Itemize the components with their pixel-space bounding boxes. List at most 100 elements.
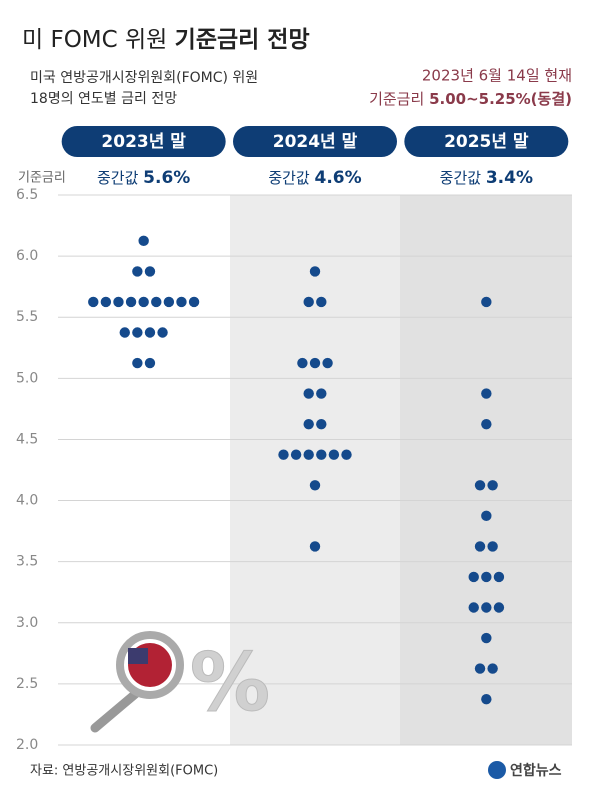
dot — [132, 266, 143, 277]
median-label: 중간값 5.6% — [97, 168, 190, 188]
dot — [119, 327, 130, 338]
median-value: 5.6% — [143, 168, 190, 188]
rate-note-value: 5.00~5.25%(동결) — [429, 90, 572, 108]
logo-icon — [488, 761, 506, 779]
dot — [151, 296, 162, 308]
y-tick-label: 6.5 — [16, 187, 38, 203]
median-label: 중간값 3.4% — [440, 168, 533, 188]
dot — [316, 388, 327, 399]
dot — [316, 296, 327, 308]
y-tick-label: 2.5 — [16, 676, 38, 692]
rate-note-label: 기준금리 — [369, 90, 424, 108]
dot — [278, 449, 289, 460]
dot — [481, 418, 492, 430]
subtitle: 18명의 연도별 금리 전망 — [30, 91, 177, 107]
dot — [290, 449, 302, 460]
dot — [176, 296, 187, 308]
y-tick-label: 5.5 — [16, 309, 38, 325]
dot — [113, 296, 124, 308]
column-header-label: 2023년 말 — [101, 131, 186, 152]
dot — [481, 571, 492, 583]
source: 자료: 연방공개시장위원회(FOMC) — [30, 764, 218, 779]
dot — [468, 602, 479, 613]
dot — [328, 449, 340, 460]
dot — [316, 449, 327, 460]
dot — [474, 541, 486, 552]
column-header — [233, 126, 397, 157]
dot — [144, 357, 156, 369]
median-prefix: 중간값 — [268, 169, 310, 187]
column-header — [404, 126, 569, 157]
y-tick-label: 3.0 — [16, 615, 38, 631]
dot — [487, 541, 498, 552]
dot — [481, 693, 492, 705]
median-prefix: 중간값 — [440, 169, 482, 187]
y-tick-label: 4.5 — [16, 431, 38, 447]
y-tick-label: 2.0 — [16, 737, 38, 753]
dot — [100, 296, 112, 308]
dot — [309, 480, 321, 491]
dot — [481, 296, 492, 308]
column-header-label: 2024년 말 — [273, 131, 358, 152]
column-header-label: 2025년 말 — [444, 131, 529, 152]
column-bg — [400, 195, 572, 745]
magnifier-handle — [90, 685, 145, 733]
flag-canton — [128, 648, 148, 664]
dot — [309, 357, 321, 369]
dot — [188, 296, 200, 308]
chart-title: 미 FOMC 위원 기준금리 전망 — [22, 27, 310, 53]
dot — [468, 571, 479, 583]
date-note: 2023년 6월 14일 현재 — [422, 67, 572, 85]
dot — [303, 388, 314, 399]
dot — [297, 357, 308, 369]
dot — [493, 571, 505, 583]
dot — [125, 296, 137, 308]
dot — [132, 357, 143, 369]
rate-note: 기준금리 5.00~5.25%(동결) — [369, 90, 572, 108]
dot — [138, 235, 149, 247]
dot — [493, 602, 505, 613]
y-tick-label: 5.0 — [16, 370, 38, 386]
title-bold: 기준금리 전망 — [175, 27, 310, 53]
median-value: 4.6% — [315, 168, 362, 188]
column-bg — [230, 195, 400, 745]
dot — [481, 632, 492, 644]
dot — [144, 266, 156, 277]
dot — [487, 480, 498, 491]
dot — [132, 327, 143, 338]
logo: 연합뉴스 — [510, 762, 562, 779]
y-axis-label: 기준금리 — [18, 171, 66, 186]
percent-sign: % — [190, 636, 270, 729]
dot — [303, 418, 314, 430]
y-tick-label: 4.0 — [16, 493, 38, 509]
dot — [144, 327, 156, 338]
dot — [474, 663, 486, 674]
title-regular: 미 FOMC 위원 — [22, 27, 167, 53]
dot — [309, 541, 321, 552]
median-value: 3.4% — [486, 168, 533, 188]
dot — [481, 510, 492, 522]
dot — [138, 296, 149, 308]
y-tick-label: 3.5 — [16, 554, 38, 570]
dot — [163, 296, 175, 308]
dot — [303, 296, 314, 308]
y-tick-label: 6.0 — [16, 248, 38, 264]
dot — [303, 449, 314, 460]
dot — [487, 663, 498, 674]
dot — [481, 388, 492, 399]
median-label: 중간값 4.6% — [268, 168, 361, 188]
dot — [322, 357, 333, 369]
dot — [309, 266, 321, 277]
subtitle: 미국 연방공개시장위원회(FOMC) 위원 — [30, 70, 258, 86]
magnifier-illustration: % — [90, 631, 271, 733]
column-header — [61, 126, 226, 157]
dot — [341, 449, 352, 460]
median-prefix: 중간값 — [97, 169, 139, 187]
dot — [316, 418, 327, 430]
dot — [474, 480, 486, 491]
dot — [481, 602, 492, 613]
dot — [157, 327, 168, 338]
dot — [88, 296, 99, 308]
